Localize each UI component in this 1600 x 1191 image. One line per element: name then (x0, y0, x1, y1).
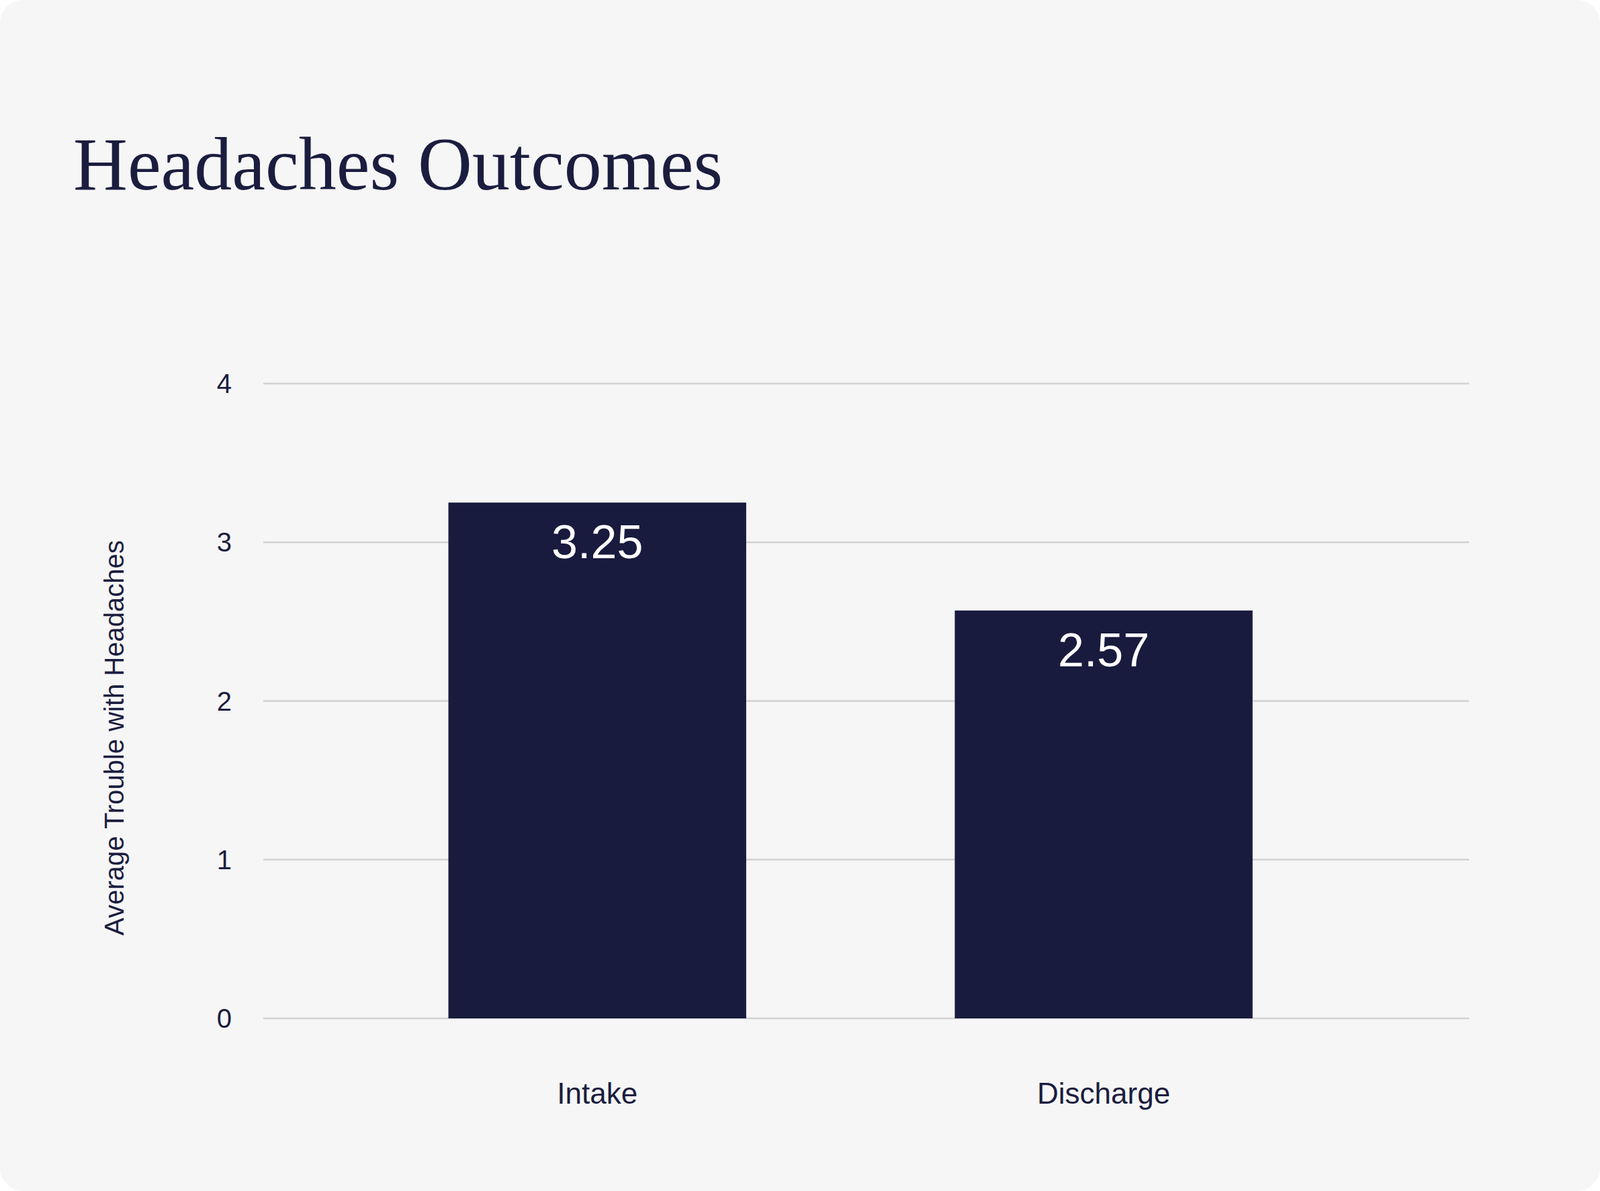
x-tick-label: Intake (556, 1076, 638, 1110)
y-tick-label: 0 (216, 1003, 232, 1034)
data-label: 2.57 (1057, 624, 1150, 677)
card-background (0, 0, 1600, 1191)
title: Headaches Outcomes (73, 122, 723, 206)
x-tick-label: Discharge (1037, 1076, 1171, 1110)
y-tick-label: 3 (216, 527, 232, 557)
bar (448, 502, 747, 1019)
y-tick-label: 1 (216, 845, 232, 875)
y-tick-label: 4 (216, 368, 232, 399)
y-tick-label: 2 (216, 686, 232, 717)
grid-line (263, 1017, 1470, 1020)
grid-line (263, 541, 1470, 544)
grid-line (263, 859, 1470, 862)
grid-line (263, 699, 1470, 702)
bars (448, 502, 1253, 1019)
data-label: 3.25 (551, 515, 643, 569)
bar (954, 610, 1253, 1019)
grid-line (263, 382, 1470, 385)
y-axis-label: Average Trouble with Headaches (99, 540, 129, 936)
chart: Headaches Outcomes 0 1 2 3 4 Average Trouble w… (0, 0, 1600, 1191)
